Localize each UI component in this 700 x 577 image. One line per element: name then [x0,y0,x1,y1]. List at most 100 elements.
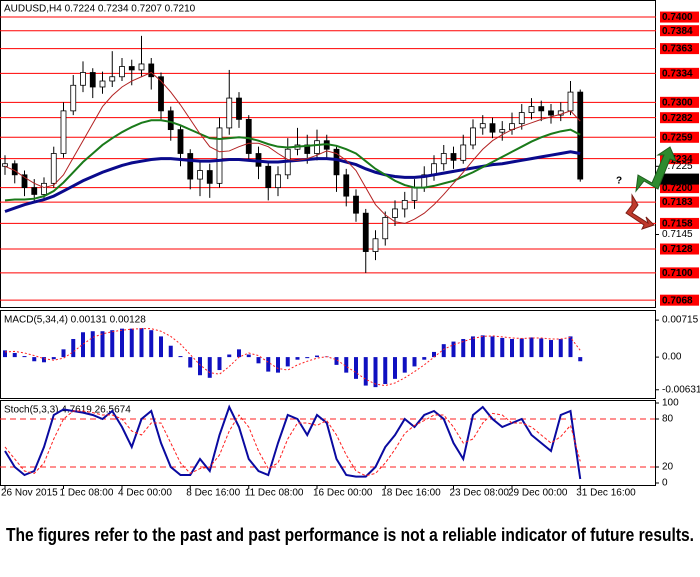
x-tick-label: 23 Dec 08:00 [450,488,510,499]
candle-body [50,153,57,184]
macd-bar [120,328,124,358]
macd-bar [354,357,358,379]
macd-bar [471,336,475,358]
level-label-box [660,294,699,306]
level-label: 0.7128 [662,244,693,255]
y-tick-label: -0.00631 [662,384,700,395]
macd-bar [305,357,310,359]
level-label-box [660,153,699,165]
candle-body [119,66,125,78]
candle-body [89,72,96,88]
level-label-box [660,112,699,124]
level-label-box [660,67,699,79]
macd-bar [558,338,563,358]
macd-bar [519,338,524,358]
down-arrow [625,193,655,230]
price-title: AUDUSD,H4 0.7224 0.7234 0.7207 0.7210 [4,4,196,15]
macd-bar [276,357,280,373]
macd-bar [217,357,222,371]
macd-bar [159,336,163,358]
candle-body [518,112,525,125]
candle-body [226,97,233,129]
candle-body [460,144,467,161]
macd-bar [188,357,193,368]
candle-body [567,91,574,112]
macd-bar [266,357,271,372]
macd-bar [578,357,583,362]
macd-bar [568,336,573,358]
level-label: 0.7300 [662,97,693,108]
candle-body [167,110,174,131]
candle-body [577,91,584,180]
level-label-box [660,11,699,23]
candle-body [148,63,155,78]
macd-bar [61,349,66,358]
x-tick-label: 31 Dec 16:00 [576,488,636,499]
macd-bar [363,357,368,386]
macd-bar [373,357,378,388]
candle-body [187,153,194,180]
y-tick-label: 0.00 [662,352,682,363]
signal-line [4,328,581,387]
level-label-box [660,267,699,279]
moving-average [4,71,581,224]
macd-bar [510,338,514,358]
candle-body [21,174,28,189]
macd-bar [539,338,544,358]
candle-body [177,129,184,154]
level-label: 0.7334 [662,68,693,79]
last-price-label: 0.7210 [662,174,693,185]
level-label-box [660,96,699,108]
candle-body [60,110,67,154]
last-price-box [658,173,699,185]
candle-body [343,174,350,197]
x-tick-label: 11 Dec 08:00 [245,488,304,499]
candle-body [236,97,242,120]
y-tick-label: 20 [662,462,674,473]
y-tick-label: 80 [662,414,674,425]
up-arrow [635,146,677,193]
candle-body [411,187,418,201]
level-label: 0.7234 [662,154,693,165]
candle-body [314,140,320,154]
level-label-box [660,43,699,55]
candle-body [440,153,447,165]
candle-body [382,217,389,240]
macd-bar [285,357,290,367]
x-tick-label: 16 Dec 00:00 [313,488,373,499]
level-label: 0.7100 [662,268,693,279]
macd-bar [490,336,495,358]
candle-body [528,106,535,113]
level-label: 0.7068 [662,295,693,306]
x-tick-label: 29 Dec 00:00 [508,488,568,499]
candle-body [499,129,506,133]
x-tick-label: 1 Dec 08:00 [60,488,114,499]
macd-bar [315,355,319,358]
candle-body [479,123,486,129]
candle-body [197,170,203,180]
moving-average [4,119,581,202]
candle-body [31,187,38,195]
macd-bar [451,341,456,358]
candle-body [489,123,496,133]
macd-bar [129,328,134,358]
y-tick-label: 0.7225 [662,161,693,172]
macd-panel [0,310,656,399]
candle-body [206,170,213,184]
candle-body [128,66,135,71]
x-tick-label: 26 Nov 2015 [1,488,58,499]
candle-body [392,208,398,218]
macd-bar [480,335,485,358]
macd-bar [207,357,212,378]
macd-bar [22,356,27,358]
level-label: 0.7363 [662,44,693,55]
level-label: 0.7158 [662,219,693,230]
macd-bar [178,356,183,358]
macd-bar [393,357,397,379]
macd-bar [383,357,388,385]
candle-body [265,165,272,189]
x-tick-label: 4 Dec 00:00 [118,488,172,499]
macd-bar [441,344,446,358]
macd-bar [90,331,95,358]
macd-bar [295,357,300,360]
